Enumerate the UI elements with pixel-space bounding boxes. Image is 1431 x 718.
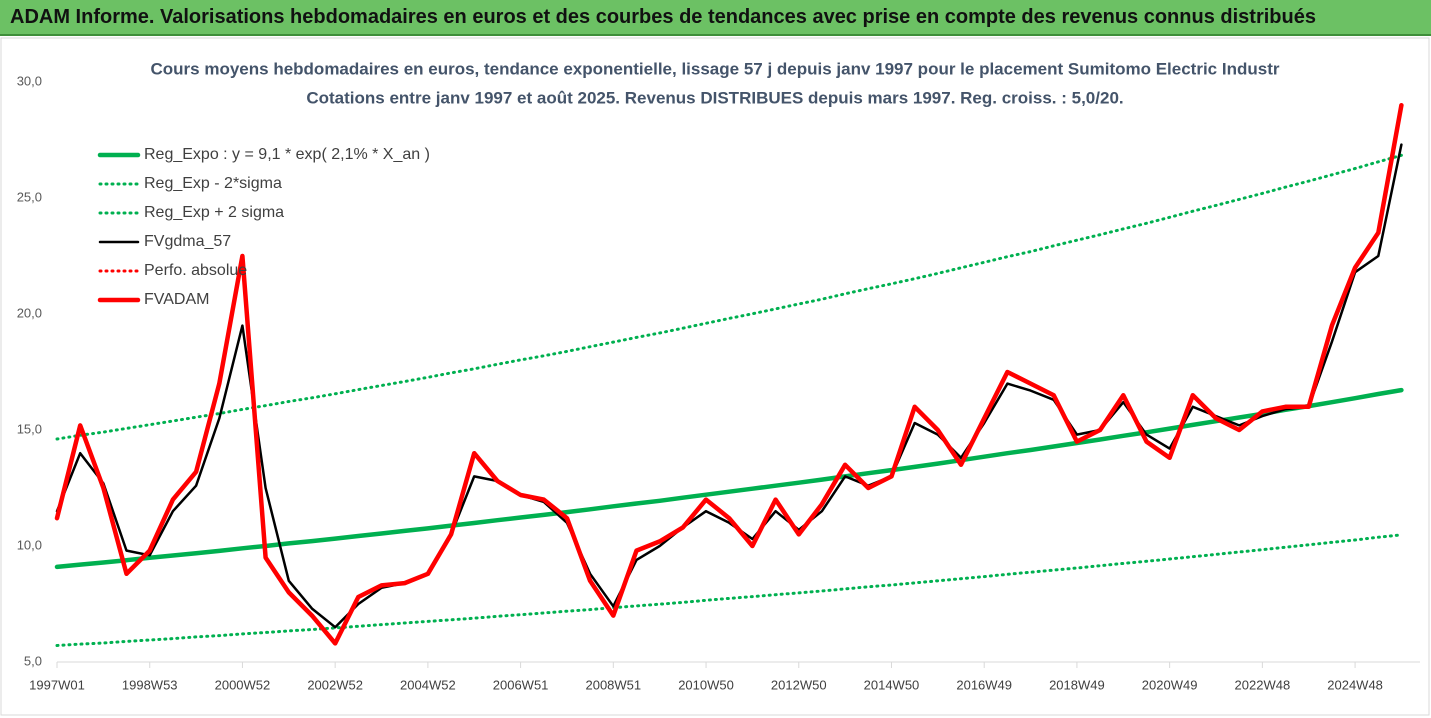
y-tick-label: 30,0 bbox=[17, 73, 42, 88]
x-tick-label: 2008W51 bbox=[585, 677, 641, 692]
y-tick-label: 20,0 bbox=[17, 305, 42, 320]
x-tick-label: 2020W49 bbox=[1142, 677, 1198, 692]
x-tick-label: 2014W50 bbox=[864, 677, 920, 692]
legend-label: Reg_Expo : y = 9,1 * exp( 2,1% * X_an ) bbox=[144, 146, 430, 163]
x-tick-label: 1998W53 bbox=[122, 677, 178, 692]
x-tick-label: 2012W50 bbox=[771, 677, 827, 692]
y-tick-label: 5,0 bbox=[24, 653, 42, 668]
x-tick-label: 2006W51 bbox=[493, 677, 549, 692]
x-tick-label: 1997W01 bbox=[29, 677, 85, 692]
x-tick-label: 2022W48 bbox=[1235, 677, 1291, 692]
chart-frame bbox=[0, 37, 1430, 716]
y-tick-label: 10,0 bbox=[17, 537, 42, 552]
banner-title: ADAM Informe. Valorisations hebdomadaire… bbox=[10, 6, 1316, 28]
x-tick-label: 2000W52 bbox=[215, 677, 271, 692]
banner: ADAM Informe. Valorisations hebdomadaire… bbox=[0, 0, 1431, 36]
series-line bbox=[54, 387, 1404, 570]
x-tick-label: 2016W49 bbox=[956, 677, 1012, 692]
legend-label: FVADAM bbox=[144, 291, 209, 308]
x-tick-label: 2004W52 bbox=[400, 677, 456, 692]
series-line bbox=[55, 153, 1403, 441]
y-tick-label: 15,0 bbox=[17, 421, 42, 436]
legend-label: Reg_Exp - 2*sigma bbox=[144, 175, 282, 192]
x-tick-label: 2010W50 bbox=[678, 677, 734, 692]
chart: Cours moyens hebdomadaires en euros, ten… bbox=[0, 37, 1430, 716]
x-tick-label: 2024W48 bbox=[1327, 677, 1383, 692]
legend-label: Reg_Exp + 2 sigma bbox=[144, 204, 284, 221]
y-tick-label: 25,0 bbox=[17, 189, 42, 204]
legend-label: FVgdma_57 bbox=[144, 233, 231, 250]
chart-subtitle: Cotations entre janv 1997 et août 2025. … bbox=[306, 88, 1123, 107]
series-line bbox=[55, 533, 1403, 647]
series-line bbox=[54, 102, 1404, 646]
legend-label: Perfo. absolue bbox=[144, 262, 247, 279]
x-tick-label: 2002W52 bbox=[307, 677, 363, 692]
chart-title: Cours moyens hebdomadaires en euros, ten… bbox=[151, 59, 1280, 78]
x-tick-label: 2018W49 bbox=[1049, 677, 1105, 692]
